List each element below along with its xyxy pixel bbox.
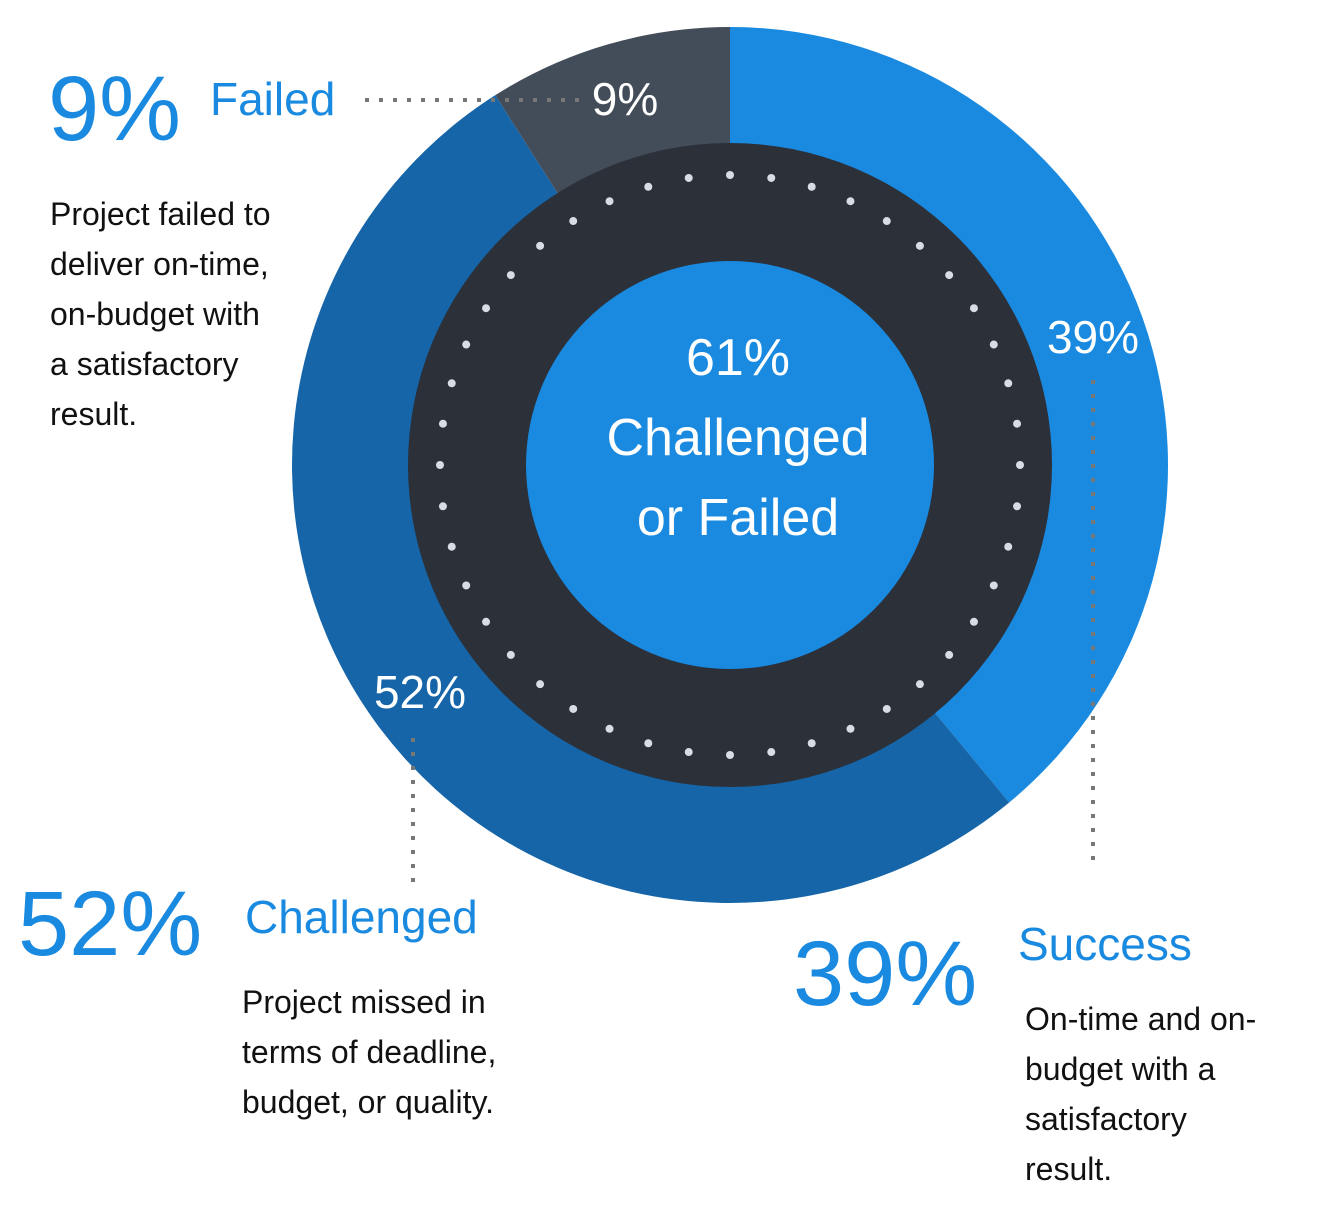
- description: Project failed to: [50, 196, 271, 232]
- ring-dot: [536, 241, 545, 250]
- category-name: Success: [1018, 918, 1192, 970]
- segment-label: 9%: [592, 73, 658, 125]
- ring-dot: [726, 171, 734, 179]
- big-percent: 39%: [793, 923, 977, 1025]
- ring-dot: [989, 581, 998, 590]
- ring-dot: [846, 724, 855, 733]
- center-disc: [526, 261, 934, 669]
- ring-dot: [807, 739, 816, 748]
- ring-dot: [726, 751, 734, 759]
- category-name: Failed: [210, 73, 335, 125]
- segment-label: 39%: [1047, 311, 1139, 363]
- center-text: or Failed: [637, 489, 839, 547]
- ring-dot: [846, 197, 855, 206]
- ring-dot: [1013, 419, 1022, 428]
- ring-dot: [1016, 461, 1024, 469]
- ring-dot: [915, 680, 924, 689]
- ring-dot: [644, 182, 653, 191]
- ring-dot: [1013, 502, 1022, 511]
- ring-dot: [482, 304, 491, 313]
- description: On-time and on-: [1025, 1001, 1256, 1037]
- description: result.: [1025, 1151, 1112, 1187]
- description: result.: [50, 396, 137, 432]
- ring-dot: [644, 739, 653, 748]
- ring-dot: [569, 217, 578, 226]
- ring-dot: [684, 173, 693, 182]
- description: terms of deadline,: [242, 1034, 496, 1070]
- ring-dot: [969, 304, 978, 313]
- description: on-budget with: [50, 296, 260, 332]
- description: Project missed in: [242, 984, 486, 1020]
- description: satisfactory: [1025, 1101, 1187, 1137]
- ring-dot: [767, 173, 776, 182]
- ring-dot: [569, 704, 578, 713]
- ring-dot: [915, 241, 924, 250]
- ring-dot: [945, 271, 954, 280]
- center-text: 61%: [686, 329, 790, 387]
- ring-dot: [807, 182, 816, 191]
- ring-dot: [436, 461, 444, 469]
- ring-dot: [438, 502, 447, 511]
- ring-dot: [447, 542, 456, 551]
- ring-dot: [438, 419, 447, 428]
- ring-dot: [945, 650, 954, 659]
- ring-dot: [482, 617, 491, 626]
- center-text: Challenged: [606, 409, 869, 467]
- ring-dot: [1004, 542, 1013, 551]
- description: budget with a: [1025, 1051, 1216, 1087]
- ring-dot: [605, 724, 614, 733]
- ring-dot: [536, 680, 545, 689]
- ring-dot: [605, 197, 614, 206]
- ring-dot: [767, 748, 776, 757]
- big-percent: 9%: [48, 58, 181, 160]
- segment-label: 52%: [374, 666, 466, 718]
- description: deliver on-time,: [50, 246, 269, 282]
- ring-dot: [462, 581, 471, 590]
- ring-dot: [1004, 379, 1013, 388]
- ring-dot: [447, 379, 456, 388]
- big-percent: 52%: [18, 873, 202, 975]
- description: a satisfactory: [50, 346, 239, 382]
- ring-dot: [506, 271, 515, 280]
- ring-dot: [882, 704, 891, 713]
- ring-dot: [506, 650, 515, 659]
- description: budget, or quality.: [242, 1084, 494, 1120]
- category-name: Challenged: [245, 891, 478, 943]
- ring-dot: [989, 340, 998, 349]
- ring-dot: [882, 217, 891, 226]
- ring-dot: [684, 748, 693, 757]
- ring-dot: [969, 617, 978, 626]
- ring-dot: [462, 340, 471, 349]
